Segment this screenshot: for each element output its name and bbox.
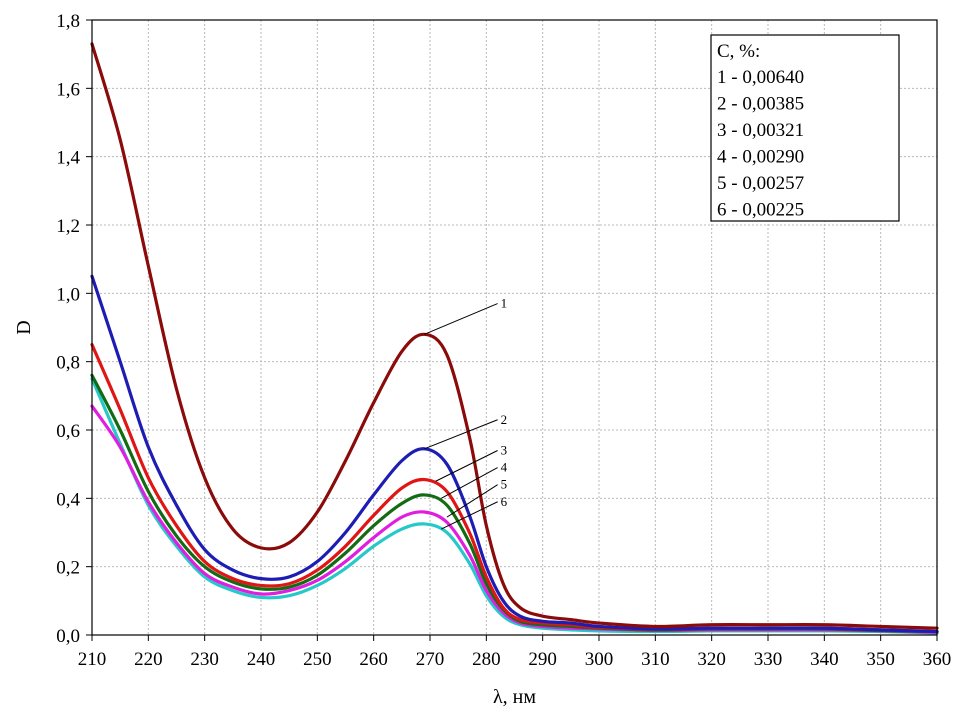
x-tick-label: 340 — [810, 649, 839, 670]
curve-series-2 — [90, 274, 939, 634]
x-tick-label: 230 — [190, 649, 219, 670]
callout-line — [446, 484, 498, 518]
x-tick-label: 290 — [528, 649, 557, 670]
curve-series-1 — [90, 42, 939, 630]
x-tick-label: 240 — [247, 649, 276, 670]
callout-line — [424, 419, 498, 450]
y-tick-label: 0,4 — [56, 489, 80, 510]
callout-line — [435, 450, 498, 482]
legend-entry: 3 - 0,00321 — [717, 120, 804, 141]
curve-callouts: 1 2 3 4 5 6 — [424, 296, 508, 530]
y-tick-label: 1,0 — [56, 284, 80, 305]
y-tick-label: 1,4 — [56, 148, 80, 169]
x-tick-label: 310 — [641, 649, 670, 670]
y-tick-label: 1,2 — [56, 216, 80, 237]
legend-box — [710, 34, 900, 222]
y-tick-label: 0,2 — [56, 558, 80, 579]
callout-line — [441, 467, 498, 499]
callout-label: 4 — [501, 460, 508, 475]
x-axis-ticks: 210 220 230 240 250 260 270 280 290 300 310 320 330 3… — [78, 635, 952, 670]
x-tick-label: 300 — [585, 649, 614, 670]
plot-frame — [91, 19, 938, 636]
x-tick-label: 260 — [359, 649, 388, 670]
callout-label: 2 — [501, 412, 508, 427]
legend-entry: 6 - 0,00225 — [717, 200, 804, 221]
callout-label: 3 — [501, 443, 508, 458]
x-axis-label: λ, нм — [493, 686, 536, 708]
y-tick-label: 0,6 — [56, 421, 80, 442]
x-tick-label: 210 — [78, 649, 107, 670]
callout-label: 1 — [501, 296, 508, 311]
x-tick-label: 330 — [754, 649, 783, 670]
legend: C, %: 1 - 0,00640 2 - 0,00385 3 - 0,00321 4… — [710, 34, 900, 222]
legend-title: C, %: — [717, 41, 760, 62]
curves — [90, 42, 939, 635]
legend-entry: 5 - 0,00257 — [717, 173, 804, 194]
callout-label: 6 — [501, 494, 508, 509]
y-axis-ticks: 0,0 0,2 0,4 0,6 0,8 1,0 1,2 1,4 1,6 1,8 — [56, 11, 92, 647]
x-tick-label: 350 — [866, 649, 895, 670]
y-tick-label: 1,8 — [56, 11, 80, 32]
x-tick-label: 250 — [303, 649, 332, 670]
y-tick-label: 1,6 — [56, 79, 80, 100]
y-tick-label: 0,0 — [56, 626, 80, 647]
x-tick-label: 320 — [697, 649, 726, 670]
x-tick-label: 280 — [472, 649, 501, 670]
callout-label: 5 — [501, 477, 508, 492]
callout-line — [441, 501, 498, 530]
x-tick-label: 270 — [416, 649, 445, 670]
legend-entry: 2 - 0,00385 — [717, 94, 804, 115]
x-tick-label: 220 — [134, 649, 163, 670]
legend-entry: 4 - 0,00290 — [717, 147, 804, 168]
y-tick-label: 0,8 — [56, 353, 80, 374]
legend-entry: 1 - 0,00640 — [717, 67, 804, 88]
x-tick-label: 360 — [923, 649, 952, 670]
y-axis-label: D — [13, 320, 35, 334]
callout-line — [424, 303, 498, 335]
